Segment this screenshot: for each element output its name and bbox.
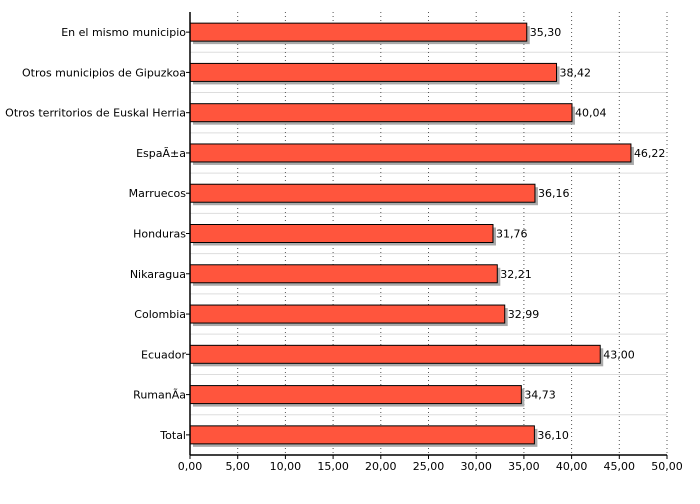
x-tick-label: 25,00 — [413, 460, 445, 473]
bar — [189, 344, 601, 364]
value-label: 35,30 — [530, 26, 562, 39]
category-label: Ecuador — [141, 348, 186, 361]
value-label: 31,76 — [496, 228, 527, 241]
category-label: Otros territorios de Euskal Herria — [5, 107, 186, 120]
value-label: 40,04 — [575, 107, 607, 120]
bar — [189, 425, 535, 445]
category-label: En el mismo municipio — [61, 26, 186, 39]
value-label: 43,00 — [603, 348, 635, 361]
axes — [186, 12, 668, 459]
bars — [189, 22, 634, 447]
category-label: Total — [159, 429, 186, 442]
value-label: 38,42 — [560, 66, 592, 79]
value-label: 46,22 — [634, 147, 666, 160]
x-tick-label: 30,00 — [460, 460, 492, 473]
value-label: 32,21 — [500, 268, 532, 281]
x-tick-label: 5,00 — [225, 460, 250, 473]
x-tick-label: 15,00 — [317, 460, 349, 473]
category-label: Honduras — [133, 228, 186, 241]
x-tick-label: 50,00 — [651, 460, 683, 473]
category-label: RumanÃ­a — [133, 389, 186, 402]
value-label: 36,16 — [538, 187, 570, 200]
category-label: Colombia — [134, 308, 186, 321]
x-tick-label: 45,00 — [604, 460, 636, 473]
category-label: EspaÃ±a — [136, 147, 186, 160]
x-tick-label: 0,00 — [178, 460, 203, 473]
value-label: 34,73 — [524, 389, 556, 402]
bar — [189, 62, 558, 82]
bar — [189, 304, 506, 324]
bar — [189, 22, 528, 42]
labels: 0,00 5,00 10,00 15,00 20,00 25,00 30,00 35,00 40… — [5, 26, 683, 473]
value-label: 36,10 — [537, 429, 569, 442]
bar — [189, 264, 498, 284]
x-tick-label: 10,00 — [270, 460, 302, 473]
x-tick-label: 40,00 — [556, 460, 588, 473]
bar — [189, 103, 573, 123]
bar — [189, 385, 522, 405]
bar — [189, 183, 536, 203]
x-tick-label: 20,00 — [365, 460, 397, 473]
bar — [189, 224, 494, 243]
value-label: 32,99 — [508, 308, 540, 321]
category-label: Nikaragua — [130, 268, 186, 281]
category-label: Otros municipios de Gipuzkoa — [22, 66, 186, 79]
category-label: Marruecos — [129, 187, 187, 200]
bar — [189, 143, 632, 163]
grid-lines — [190, 12, 668, 455]
x-tick-label: 35,00 — [508, 460, 540, 473]
